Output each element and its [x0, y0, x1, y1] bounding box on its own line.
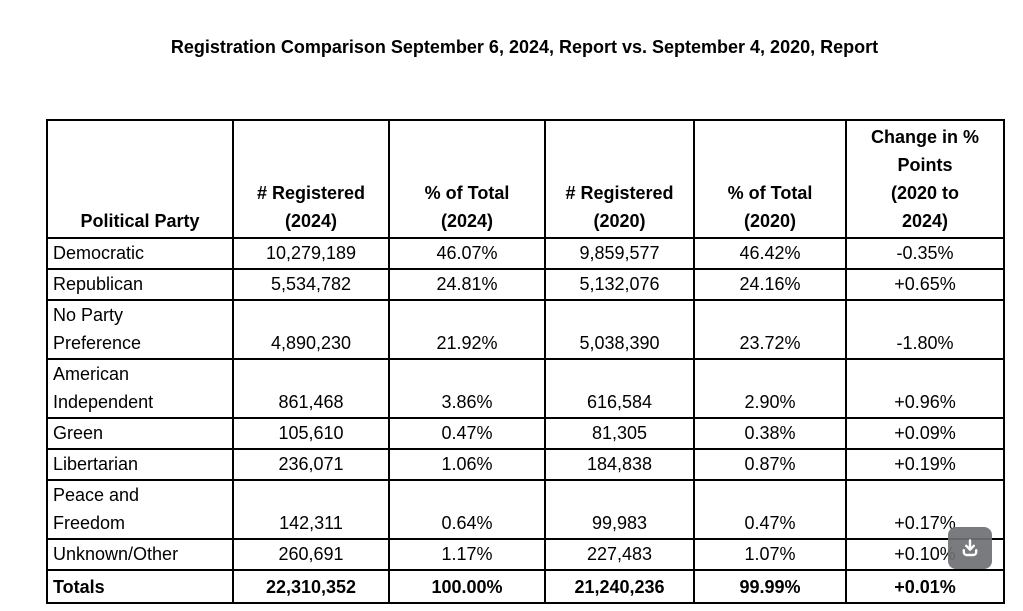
col-header-change-points: Change in % Points (2020 to 2024)	[845, 119, 1005, 239]
cell-pct-2020: 99.99%	[693, 569, 847, 604]
cell-reg-2020: 616,584	[544, 358, 695, 419]
table-row: Unknown/Other 260,691 1.17% 227,483 1.07…	[46, 538, 1005, 571]
cell-pct-2020: 46.42%	[693, 237, 847, 270]
cell-reg-2020: 227,483	[544, 538, 695, 571]
cell-pct-2024: 1.17%	[388, 538, 546, 571]
cell-pct-2020: 0.47%	[693, 479, 847, 540]
registration-table: Political Party # Registered (2024) % of…	[46, 119, 1005, 604]
cell-party: Green	[46, 417, 234, 450]
cell-pct-2024: 46.07%	[388, 237, 546, 270]
cell-reg-2020: 21,240,236	[544, 569, 695, 604]
cell-party: American Independent	[46, 358, 234, 419]
table-row: Peace and Freedom 142,311 0.64% 99,983 0…	[46, 479, 1005, 540]
page-title: Registration Comparison September 6, 202…	[170, 37, 879, 57]
cell-reg-2024: 105,610	[232, 417, 390, 450]
table-row: Libertarian 236,071 1.06% 184,838 0.87% …	[46, 448, 1005, 481]
cell-change: -0.35%	[845, 237, 1005, 270]
cell-change: +0.65%	[845, 268, 1005, 301]
col-header-pct-total-2024: % of Total (2024)	[388, 119, 546, 239]
cell-pct-2020: 2.90%	[693, 358, 847, 419]
cell-party: Republican	[46, 268, 234, 301]
cell-reg-2024: 861,468	[232, 358, 390, 419]
cell-pct-2020: 0.87%	[693, 448, 847, 481]
cell-change: +0.96%	[845, 358, 1005, 419]
cell-pct-2020: 1.07%	[693, 538, 847, 571]
cell-change: +0.09%	[845, 417, 1005, 450]
table-row: Democratic 10,279,189 46.07% 9,859,577 4…	[46, 237, 1005, 270]
cell-pct-2024: 0.47%	[388, 417, 546, 450]
col-header-pct-total-2020: % of Total (2020)	[693, 119, 847, 239]
cell-reg-2024: 22,310,352	[232, 569, 390, 604]
cell-reg-2024: 236,071	[232, 448, 390, 481]
cell-pct-2024: 100.00%	[388, 569, 546, 604]
cell-change: -1.80%	[845, 299, 1005, 360]
cell-pct-2024: 0.64%	[388, 479, 546, 540]
cell-party: No Party Preference	[46, 299, 234, 360]
cell-reg-2024: 4,890,230	[232, 299, 390, 360]
cell-reg-2020: 81,305	[544, 417, 695, 450]
cell-party: Peace and Freedom	[46, 479, 234, 540]
cell-reg-2020: 9,859,577	[544, 237, 695, 270]
cell-pct-2024: 24.81%	[388, 268, 546, 301]
cell-party: Totals	[46, 569, 234, 604]
table-row-totals: Totals 22,310,352 100.00% 21,240,236 99.…	[46, 569, 1005, 604]
cell-pct-2020: 0.38%	[693, 417, 847, 450]
col-header-registered-2024: # Registered (2024)	[232, 119, 390, 239]
table-row: Green 105,610 0.47% 81,305 0.38% +0.09%	[46, 417, 1005, 450]
cell-reg-2024: 5,534,782	[232, 268, 390, 301]
cell-party: Libertarian	[46, 448, 234, 481]
table-row: American Independent 861,468 3.86% 616,5…	[46, 358, 1005, 419]
cell-change: +0.01%	[845, 569, 1005, 604]
cell-reg-2020: 184,838	[544, 448, 695, 481]
table-row: No Party Preference 4,890,230 21.92% 5,0…	[46, 299, 1005, 360]
download-button[interactable]	[948, 527, 992, 569]
cell-reg-2020: 99,983	[544, 479, 695, 540]
cell-party: Democratic	[46, 237, 234, 270]
cell-reg-2020: 5,132,076	[544, 268, 695, 301]
cell-pct-2024: 3.86%	[388, 358, 546, 419]
col-header-registered-2020: # Registered (2020)	[544, 119, 695, 239]
cell-reg-2024: 142,311	[232, 479, 390, 540]
cell-party: Unknown/Other	[46, 538, 234, 571]
cell-pct-2024: 1.06%	[388, 448, 546, 481]
cell-pct-2020: 24.16%	[693, 268, 847, 301]
table-header-row: Political Party # Registered (2024) % of…	[46, 119, 1005, 239]
cell-reg-2024: 10,279,189	[232, 237, 390, 270]
table-row: Republican 5,534,782 24.81% 5,132,076 24…	[46, 268, 1005, 301]
cell-reg-2020: 5,038,390	[544, 299, 695, 360]
cell-reg-2024: 260,691	[232, 538, 390, 571]
download-icon	[962, 539, 978, 557]
cell-change: +0.19%	[845, 448, 1005, 481]
cell-pct-2020: 23.72%	[693, 299, 847, 360]
col-header-political-party: Political Party	[46, 119, 234, 239]
cell-pct-2024: 21.92%	[388, 299, 546, 360]
